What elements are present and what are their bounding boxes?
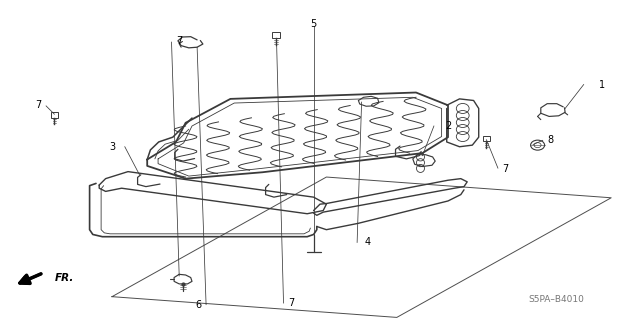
Bar: [483, 136, 490, 141]
Text: 4: 4: [365, 237, 371, 248]
Text: 3: 3: [109, 142, 115, 152]
Text: 7: 7: [502, 164, 509, 174]
Text: FR.: FR.: [54, 273, 74, 283]
Text: 2: 2: [445, 121, 451, 131]
Text: 1: 1: [598, 79, 605, 90]
Text: 6: 6: [195, 300, 202, 310]
Text: 7: 7: [35, 100, 42, 110]
Text: 7: 7: [176, 36, 182, 47]
Text: 5: 5: [310, 19, 317, 29]
Text: 8: 8: [547, 135, 554, 145]
Bar: [273, 32, 280, 38]
Bar: [51, 112, 58, 117]
Text: 7: 7: [288, 298, 294, 308]
Text: S5PA–B4010: S5PA–B4010: [529, 295, 585, 304]
